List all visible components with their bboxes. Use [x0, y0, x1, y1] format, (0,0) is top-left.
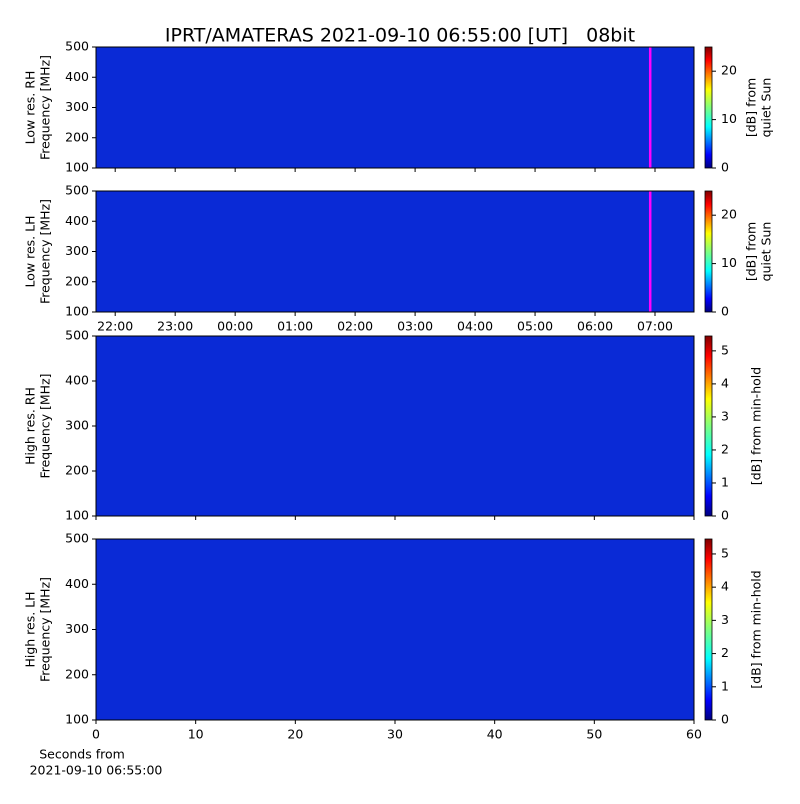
colorbar-tick-label: 2	[721, 645, 729, 660]
x-tick-label: 10	[188, 727, 204, 742]
y-tick-label: 500	[65, 531, 89, 546]
y-axis-label: Low res. RH	[23, 71, 38, 145]
colorbar-tick-label: 0	[721, 304, 729, 319]
y-tick-label: 200	[65, 463, 89, 478]
x-tick-label: 60	[686, 727, 702, 742]
colorbar-label: [dB] from	[744, 222, 759, 281]
x-tick-label: 01:00	[277, 319, 313, 334]
colorbar-tick-label: 0	[721, 160, 729, 175]
y-tick-label: 400	[65, 213, 89, 228]
y-axis-label: Frequency [MHz]	[38, 373, 53, 478]
y-tick-label: 100	[65, 712, 89, 727]
colorbar	[704, 46, 713, 169]
colorbar-tick-label: 20	[721, 207, 737, 222]
colorbar-tick-label: 20	[721, 63, 737, 78]
colorbar-tick-label: 0	[721, 508, 729, 523]
colorbar-label: quiet Sun	[759, 78, 774, 138]
colorbar-tick-label: 3	[721, 612, 729, 627]
colorbar-tick-label: 1	[721, 678, 729, 693]
x-axis-label: 2021-09-10 06:55:00	[30, 763, 163, 778]
y-tick-label: 100	[65, 160, 89, 175]
x-tick-label: 0	[92, 727, 100, 742]
y-tick-label: 400	[65, 373, 89, 388]
spectrogram	[96, 539, 694, 720]
y-tick-label: 500	[65, 328, 89, 343]
y-tick-label: 300	[65, 99, 89, 114]
y-tick-label: 500	[65, 39, 89, 54]
x-axis-label: Seconds from	[39, 747, 125, 762]
y-axis-label: Low res. LH	[23, 216, 38, 288]
colorbar-label: quiet Sun	[759, 222, 774, 282]
y-tick-label: 300	[65, 243, 89, 258]
colorbar-tick-label: 1	[721, 474, 729, 489]
colorbar-tick-label: 0	[721, 712, 729, 727]
x-tick-label: 40	[487, 727, 503, 742]
x-tick-label: 03:00	[397, 319, 433, 334]
y-tick-label: 400	[65, 69, 89, 84]
spectrogram	[96, 47, 694, 168]
y-tick-label: 400	[65, 576, 89, 591]
x-tick-label: 30	[387, 727, 403, 742]
y-axis-label: Frequency [MHz]	[38, 199, 53, 304]
x-tick-label: 22:00	[97, 319, 133, 334]
colorbar	[704, 538, 713, 721]
y-tick-label: 300	[65, 621, 89, 636]
y-tick-label: 200	[65, 666, 89, 681]
colorbar-label: [dB] from min-hold	[749, 570, 764, 688]
colorbar-tick-label: 4	[721, 579, 729, 594]
x-tick-label: 05:00	[517, 319, 553, 334]
spectrogram	[96, 336, 694, 516]
colorbar-tick-label: 5	[721, 545, 729, 560]
y-tick-label: 500	[65, 183, 89, 198]
colorbar-tick-label: 4	[721, 375, 729, 390]
y-axis-label: Frequency [MHz]	[38, 55, 53, 160]
colorbar	[704, 190, 713, 313]
y-axis-label: High res. RH	[23, 387, 38, 465]
x-tick-label: 02:00	[337, 319, 373, 334]
x-tick-label: 00:00	[217, 319, 253, 334]
y-axis-label: High res. LH	[23, 591, 38, 667]
chart-title: IPRT/AMATERAS 2021-09-10 06:55:00 [UT] 0…	[165, 25, 635, 47]
x-tick-label: 04:00	[457, 319, 493, 334]
y-axis-label: Frequency [MHz]	[38, 577, 53, 682]
y-tick-label: 200	[65, 273, 89, 288]
x-tick-label: 07:00	[637, 319, 673, 334]
colorbar	[704, 335, 713, 517]
y-tick-label: 100	[65, 508, 89, 523]
colorbar-tick-label: 10	[721, 111, 737, 126]
colorbar-tick-label: 10	[721, 255, 737, 270]
x-tick-label: 50	[586, 727, 602, 742]
y-tick-label: 300	[65, 418, 89, 433]
y-tick-label: 200	[65, 129, 89, 144]
colorbar-label: [dB] from	[744, 78, 759, 137]
x-tick-label: 06:00	[577, 319, 613, 334]
spectrogram	[96, 191, 694, 312]
y-tick-label: 100	[65, 304, 89, 319]
x-tick-label: 20	[287, 727, 303, 742]
x-tick-label: 23:00	[157, 319, 193, 334]
colorbar-tick-label: 5	[721, 342, 729, 357]
colorbar-tick-label: 3	[721, 408, 729, 423]
colorbar-label: [dB] from min-hold	[749, 367, 764, 485]
colorbar-tick-label: 2	[721, 441, 729, 456]
